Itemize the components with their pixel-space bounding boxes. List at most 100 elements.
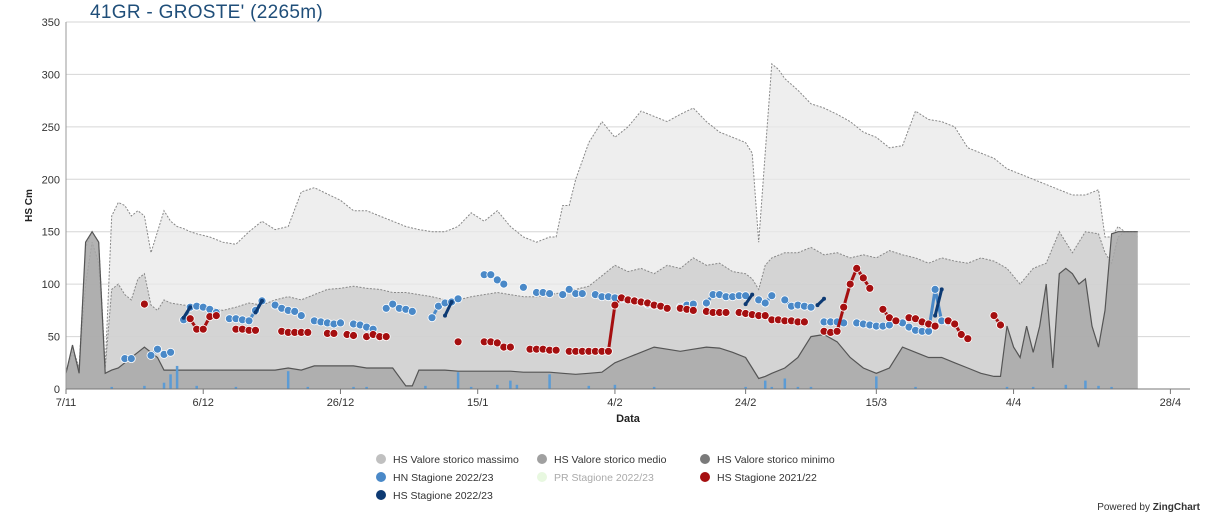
data-point (453, 337, 463, 347)
data-point (492, 275, 502, 285)
data-point (449, 300, 454, 304)
hn-bar (286, 371, 290, 389)
series-segment (182, 306, 192, 319)
hn-bar (169, 374, 172, 389)
data-point (963, 334, 973, 344)
powered-by-brand: ZingChart (1152, 502, 1200, 513)
data-point (146, 350, 156, 360)
legend-item-pr-stagione-2022-23[interactable]: PR Stagione 2022/23 (537, 470, 654, 486)
series-segment (254, 300, 264, 314)
legend-swatch (537, 472, 547, 482)
data-point (443, 313, 447, 318)
hn-bar (548, 374, 551, 389)
data-point (545, 289, 554, 299)
hn-bar (770, 386, 774, 389)
legend-item-hs-stagione-2022-23[interactable]: HS Stagione 2022/23 (376, 488, 493, 504)
hn-bar (469, 386, 473, 389)
area-series-line (65, 230, 1138, 387)
data-point (924, 326, 933, 336)
data-point (329, 328, 339, 338)
hn-bar (143, 385, 146, 389)
x-tick-label: 24/2 (735, 397, 756, 409)
x-tick-label: 7/11 (56, 397, 77, 409)
hn-bar (496, 384, 499, 389)
legend-swatch (376, 454, 386, 464)
y-tick-label: 300 (42, 69, 60, 81)
powered-by-text: Powered by (1097, 502, 1150, 513)
legend-swatch (376, 490, 386, 500)
legend-item-hs-stagione-2021-22[interactable]: HS Stagione 2021/22 (700, 470, 817, 486)
hn-bar (195, 385, 198, 389)
data-point (486, 270, 496, 280)
hn-bar (587, 385, 591, 389)
hn-bar (175, 365, 179, 389)
data-point (185, 314, 195, 324)
hn-bar (1110, 386, 1113, 389)
data-point (800, 317, 809, 327)
data-point (388, 299, 398, 309)
data-point (499, 279, 509, 289)
legend-swatch (700, 454, 710, 464)
hn-bar (306, 386, 310, 389)
area-series-line (65, 230, 1138, 374)
data-point (253, 310, 258, 315)
x-tick-label: 15/3 (866, 397, 887, 409)
data-point (832, 326, 842, 336)
data-point (381, 332, 391, 342)
hn-bar (515, 384, 519, 389)
legend-item-hs-storico-massimo[interactable]: HS Valore storico massimo (376, 452, 519, 468)
legend-item-hn-stagione-2022-23[interactable]: HN Stagione 2022/23 (376, 470, 493, 486)
data-point (407, 306, 417, 316)
y-tick-label: 350 (42, 17, 60, 29)
data-point (956, 330, 966, 339)
data-point (950, 319, 960, 329)
hn-bar (352, 386, 355, 389)
y-tick-label: 100 (42, 279, 60, 291)
data-point (604, 346, 613, 356)
data-point (251, 325, 260, 335)
legend-item-hs-storico-medio[interactable]: HS Valore storico medio (537, 452, 666, 468)
data-point (139, 299, 149, 309)
series-segment (443, 301, 453, 317)
data-point (930, 284, 940, 294)
data-point (743, 302, 748, 307)
legend-item-hs-storico-minimo[interactable]: HS Valore storico minimo (700, 452, 835, 468)
data-point (453, 294, 463, 304)
x-tick-label: 15/1 (467, 397, 488, 409)
legend-label: HS Stagione 2022/23 (393, 490, 493, 502)
data-point (577, 289, 587, 299)
chart-title: 41GR - GROSTE' (2265m) (90, 2, 324, 23)
hn-bar (1031, 386, 1035, 389)
hn-bar (365, 386, 368, 389)
data-point (427, 313, 437, 323)
y-tick-label: 250 (42, 122, 60, 134)
hn-bar (652, 386, 656, 389)
hn-bar (613, 384, 617, 389)
x-tick-label: 6/12 (193, 397, 214, 409)
hn-bar (875, 376, 878, 389)
data-point (381, 303, 391, 313)
hn-bar (110, 386, 113, 389)
data-point (989, 311, 999, 321)
data-point (702, 298, 711, 308)
hn-bar (1097, 385, 1100, 389)
data-point (505, 342, 515, 352)
area-series (66, 231, 1138, 389)
hn-bar (744, 386, 747, 389)
data-point (492, 338, 502, 348)
data-point (891, 316, 901, 326)
powered-by-credit[interactable]: Powered by ZingChart (1097, 502, 1200, 513)
data-point (349, 331, 358, 340)
hn-bar (162, 382, 166, 389)
data-point (996, 320, 1005, 330)
data-point (296, 311, 306, 321)
hn-bar (1064, 384, 1068, 389)
hn-bar (456, 372, 460, 389)
data-point (188, 305, 193, 310)
y-tick-label: 50 (48, 332, 60, 344)
hn-bar (914, 386, 917, 389)
data-point (858, 273, 868, 283)
data-point (852, 263, 862, 273)
